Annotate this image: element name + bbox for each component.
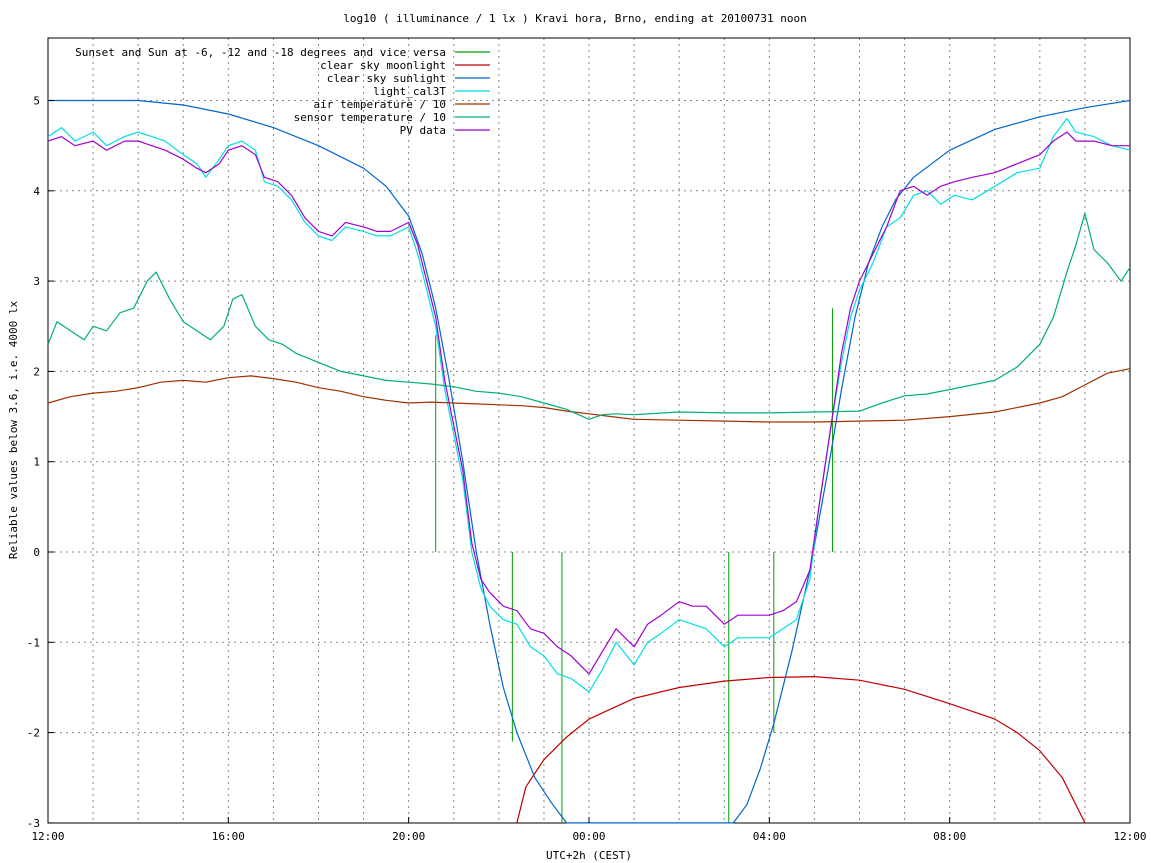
legend-label: clear sky moonlight xyxy=(320,59,446,72)
y-tick-label: -1 xyxy=(27,636,40,649)
legend: Sunset and Sun at -6, -12 and -18 degree… xyxy=(75,46,490,137)
series-line-2 xyxy=(48,99,1131,824)
legend-label: Sunset and Sun at -6, -12 and -18 degree… xyxy=(75,46,446,59)
tick-labels: 12:00 16:00 20:00 00:00 04:00 08:00 12:00-3-2-… xyxy=(27,95,1147,844)
legend-label: clear sky sunlight xyxy=(327,72,446,85)
legend-label: PV data xyxy=(400,124,446,137)
x-tick-label: 00:00 xyxy=(572,830,605,843)
y-tick-label: 4 xyxy=(33,185,40,198)
x-tick-label: 12:00 xyxy=(31,830,64,843)
y-tick-label: 0 xyxy=(33,546,40,559)
y-tick-label: 2 xyxy=(33,365,40,378)
grid xyxy=(48,38,1130,823)
y-tick-label: -2 xyxy=(27,727,40,740)
x-tick-label: 12:00 xyxy=(1113,830,1146,843)
legend-label: sensor temperature / 10 xyxy=(294,111,446,124)
y-tick-label: 5 xyxy=(33,95,40,108)
x-axis-label: UTC+2h (CEST) xyxy=(546,849,632,862)
y-tick-label: 1 xyxy=(33,456,40,469)
y-tick-label: 3 xyxy=(33,275,40,288)
series-line-4 xyxy=(47,368,1131,423)
x-tick-label: 04:00 xyxy=(753,830,786,843)
series-group xyxy=(47,99,1131,824)
x-tick-label: 20:00 xyxy=(392,830,425,843)
y-tick-label: -3 xyxy=(27,817,40,830)
series-line-1 xyxy=(516,675,1086,824)
legend-label: air temperature / 10 xyxy=(314,98,446,111)
x-tick-label: 16:00 xyxy=(212,830,245,843)
series-line-3 xyxy=(47,117,1131,693)
chart-title: log10 ( illuminance / 1 lx ) Kravi hora,… xyxy=(343,12,807,25)
y-axis-label: Reliable values below 3.6, i.e. 4000 lx xyxy=(7,300,20,559)
legend-label: light_cal3T xyxy=(373,85,446,98)
series-line-6 xyxy=(47,131,1130,675)
series-line-5 xyxy=(47,212,1131,420)
x-tick-label: 08:00 xyxy=(933,830,966,843)
